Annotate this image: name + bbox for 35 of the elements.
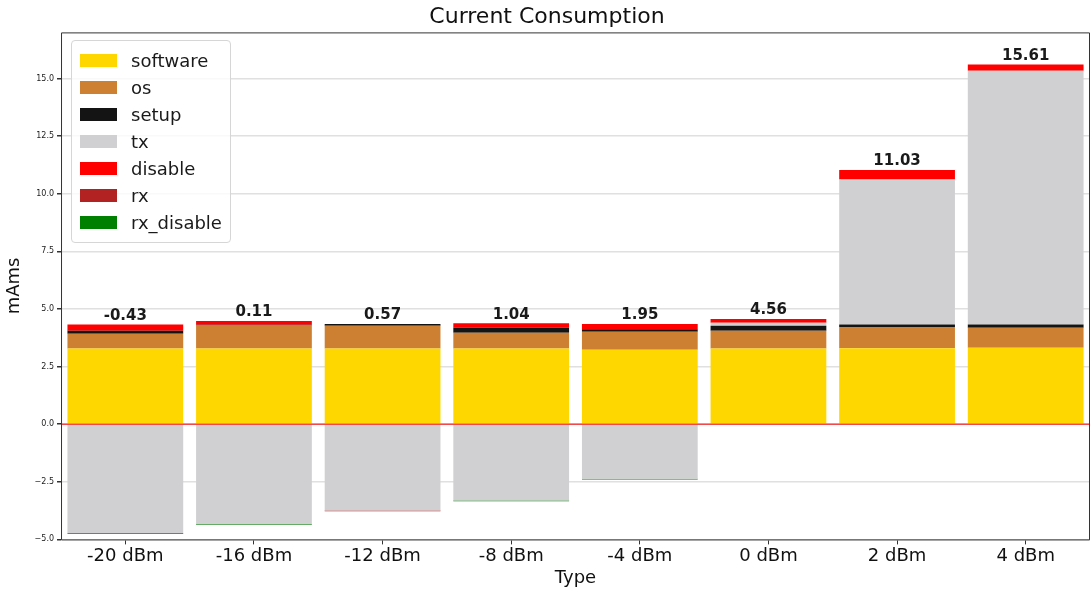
y-tick-label: 7.5: [41, 246, 55, 256]
legend-label: disable: [131, 157, 196, 180]
y-tick-label: 10.0: [36, 188, 55, 198]
x-tick-label: -16 dBm: [215, 543, 293, 565]
y-tick-label: 5.0: [41, 304, 55, 314]
total-label: 0.11: [235, 302, 273, 321]
x-tick-label: -20 dBm: [87, 543, 164, 565]
legend-label: setup: [131, 103, 182, 126]
total-label: 1.95: [621, 305, 659, 324]
x-tick-label: -4 dBm: [607, 543, 673, 565]
total-label: 11.03: [873, 151, 921, 170]
y-axis-title: mAms: [2, 257, 24, 315]
total-label: -0.43: [103, 306, 147, 325]
y-tick-label: −2.5: [34, 476, 55, 486]
legend-label: tx: [131, 130, 149, 153]
chart-title: Current Consumption: [429, 2, 665, 28]
x-tick-label: -8 dBm: [478, 543, 544, 565]
x-tick-label: 2 dBm: [867, 543, 927, 565]
total-label: 4.56: [749, 300, 787, 319]
y-tick-label: 12.5: [36, 131, 55, 141]
x-tick-label: 0 dBm: [739, 543, 798, 565]
x-axis-title: Type: [553, 565, 597, 587]
y-tick-label: 15.0: [36, 73, 55, 83]
legend-label: os: [131, 76, 152, 99]
x-tick-label: 4 dBm: [996, 543, 1055, 565]
y-tick-label: 2.5: [41, 361, 55, 371]
legend-label: software: [131, 49, 209, 72]
total-label: 1.04: [492, 304, 530, 323]
total-label: 15.61: [1001, 45, 1050, 64]
total-label: 0.57: [364, 305, 402, 324]
y-tick-label: 0.0: [41, 419, 55, 429]
legend-label: rx_disable: [131, 211, 222, 234]
x-tick-label: -12 dBm: [344, 543, 421, 565]
legend-label: rx: [131, 184, 149, 207]
y-tick-label: −5.0: [34, 534, 55, 544]
